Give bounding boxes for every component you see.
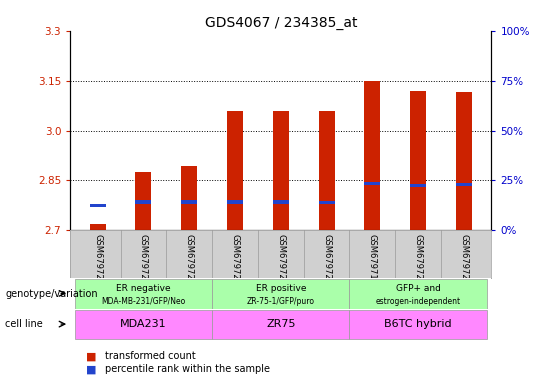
Bar — [456, 183, 472, 187]
Bar — [90, 204, 106, 207]
Text: GSM679726: GSM679726 — [276, 234, 285, 285]
Bar — [349, 279, 487, 308]
Text: percentile rank within the sample: percentile rank within the sample — [105, 364, 271, 374]
Text: MDA-MB-231/GFP/Neo: MDA-MB-231/GFP/Neo — [102, 297, 186, 306]
Bar — [273, 200, 289, 204]
Bar — [349, 310, 487, 339]
Bar — [181, 200, 197, 204]
Bar — [410, 91, 426, 230]
Bar — [456, 92, 472, 230]
Text: ZR-75-1/GFP/puro: ZR-75-1/GFP/puro — [247, 297, 315, 306]
Bar — [364, 81, 380, 230]
Text: GSM679723: GSM679723 — [139, 234, 148, 285]
Bar — [410, 184, 426, 187]
Bar — [212, 279, 349, 308]
Text: GSM679720: GSM679720 — [414, 234, 423, 285]
Text: GFP+ and: GFP+ and — [396, 284, 441, 293]
Text: genotype/variation: genotype/variation — [5, 289, 98, 299]
Text: ■: ■ — [86, 364, 97, 374]
Text: GSM679725: GSM679725 — [231, 234, 240, 285]
Text: GSM679724: GSM679724 — [185, 234, 194, 285]
Text: B6TC hybrid: B6TC hybrid — [384, 319, 452, 329]
Bar — [319, 111, 335, 230]
Text: cell line: cell line — [5, 319, 43, 329]
Text: GSM679719: GSM679719 — [368, 234, 377, 285]
Text: ■: ■ — [86, 351, 97, 361]
Text: GSM679722: GSM679722 — [93, 234, 102, 285]
Bar — [227, 111, 243, 230]
Bar — [75, 279, 212, 308]
Bar — [136, 172, 151, 230]
Text: estrogen-independent: estrogen-independent — [376, 297, 461, 306]
Bar — [212, 310, 349, 339]
Bar — [136, 200, 151, 204]
Text: transformed count: transformed count — [105, 351, 196, 361]
Bar — [319, 201, 335, 204]
Text: MDA231: MDA231 — [120, 319, 167, 329]
Text: ER negative: ER negative — [116, 284, 171, 293]
Bar — [181, 166, 197, 230]
Text: GSM679721: GSM679721 — [460, 234, 468, 285]
Bar — [273, 111, 289, 230]
Text: ZR75: ZR75 — [266, 319, 295, 329]
Bar — [75, 310, 212, 339]
Bar — [227, 200, 243, 204]
Bar — [90, 224, 106, 230]
Text: GSM679727: GSM679727 — [322, 234, 331, 285]
Bar — [364, 182, 380, 185]
Title: GDS4067 / 234385_at: GDS4067 / 234385_at — [205, 16, 357, 30]
Text: ER positive: ER positive — [255, 284, 306, 293]
